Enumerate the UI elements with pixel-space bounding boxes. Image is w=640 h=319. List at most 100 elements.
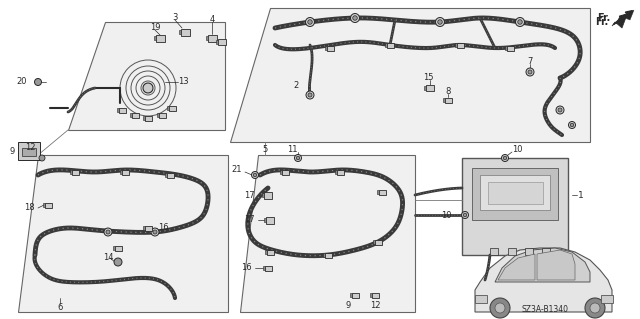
Circle shape — [558, 108, 562, 112]
Text: 19: 19 — [150, 24, 160, 33]
Circle shape — [39, 155, 45, 161]
Text: 7: 7 — [527, 57, 532, 66]
Bar — [218, 39, 226, 45]
Bar — [264, 191, 272, 198]
Bar — [266, 217, 274, 224]
Text: 6: 6 — [58, 303, 63, 313]
Circle shape — [306, 91, 314, 99]
Text: 3: 3 — [172, 13, 178, 23]
Bar — [262, 193, 264, 197]
Circle shape — [438, 20, 442, 24]
Circle shape — [308, 20, 312, 24]
Text: 14: 14 — [103, 254, 113, 263]
Bar — [454, 43, 456, 47]
Text: 16: 16 — [241, 263, 252, 272]
Bar — [426, 85, 434, 91]
Bar — [120, 170, 122, 174]
Bar — [264, 265, 271, 271]
Polygon shape — [18, 155, 228, 312]
Circle shape — [296, 156, 300, 160]
Text: 11: 11 — [287, 145, 297, 154]
Bar — [475, 295, 487, 303]
Circle shape — [526, 68, 534, 76]
Bar — [490, 248, 498, 255]
Circle shape — [153, 230, 157, 234]
Bar — [264, 250, 266, 254]
Bar — [374, 240, 381, 244]
Circle shape — [570, 123, 573, 127]
Bar — [262, 266, 264, 270]
Polygon shape — [495, 248, 590, 282]
Bar — [72, 169, 79, 174]
Circle shape — [308, 93, 312, 97]
Circle shape — [151, 228, 159, 236]
Polygon shape — [616, 10, 634, 24]
Bar — [156, 34, 164, 41]
Circle shape — [461, 211, 468, 219]
Circle shape — [528, 70, 532, 74]
Circle shape — [35, 78, 42, 85]
Text: 15: 15 — [423, 73, 433, 83]
Text: Fr.: Fr. — [596, 13, 610, 23]
Bar — [264, 218, 266, 222]
Circle shape — [556, 106, 564, 114]
Bar — [168, 106, 175, 110]
Bar — [205, 36, 207, 40]
Circle shape — [503, 156, 507, 160]
Text: Fr.: Fr. — [595, 17, 608, 27]
Bar — [372, 240, 374, 244]
Circle shape — [590, 303, 600, 313]
Bar — [166, 173, 173, 177]
Circle shape — [104, 228, 112, 236]
Bar — [326, 46, 333, 50]
Circle shape — [351, 13, 360, 23]
Circle shape — [294, 154, 301, 161]
Bar — [280, 170, 282, 174]
Polygon shape — [230, 8, 590, 142]
Bar — [70, 170, 72, 174]
Bar — [445, 98, 451, 102]
Text: 8: 8 — [445, 87, 451, 97]
Text: 17: 17 — [244, 216, 255, 225]
Bar — [324, 253, 332, 257]
Bar — [335, 170, 337, 174]
Bar — [371, 293, 378, 298]
Bar — [143, 226, 145, 230]
Bar — [369, 293, 371, 297]
Polygon shape — [612, 12, 628, 28]
Bar — [506, 46, 513, 50]
Circle shape — [114, 258, 122, 266]
Circle shape — [305, 18, 314, 26]
Bar — [387, 42, 394, 48]
Circle shape — [143, 83, 153, 93]
Circle shape — [495, 303, 505, 313]
Bar — [179, 30, 180, 34]
Bar — [323, 253, 324, 257]
Circle shape — [585, 298, 605, 318]
Text: 9: 9 — [10, 147, 15, 157]
Text: 12: 12 — [25, 144, 35, 152]
Bar — [456, 42, 463, 48]
Circle shape — [568, 122, 575, 129]
Bar — [424, 86, 426, 90]
Text: 17: 17 — [244, 190, 255, 199]
Bar — [166, 106, 168, 110]
Bar — [351, 293, 358, 298]
Bar — [131, 113, 138, 117]
Text: SZ3A-B1340: SZ3A-B1340 — [522, 306, 568, 315]
Polygon shape — [498, 254, 535, 280]
Bar — [337, 169, 344, 174]
Bar — [266, 249, 273, 255]
Bar — [157, 113, 159, 117]
Circle shape — [518, 20, 522, 24]
Text: 9: 9 — [346, 300, 351, 309]
Bar — [145, 226, 152, 231]
Bar — [180, 28, 189, 35]
Bar — [324, 46, 326, 50]
Bar — [385, 43, 387, 47]
Bar — [472, 168, 558, 220]
Circle shape — [463, 213, 467, 217]
Bar — [216, 40, 218, 44]
Bar — [42, 203, 45, 207]
Bar — [116, 108, 118, 112]
